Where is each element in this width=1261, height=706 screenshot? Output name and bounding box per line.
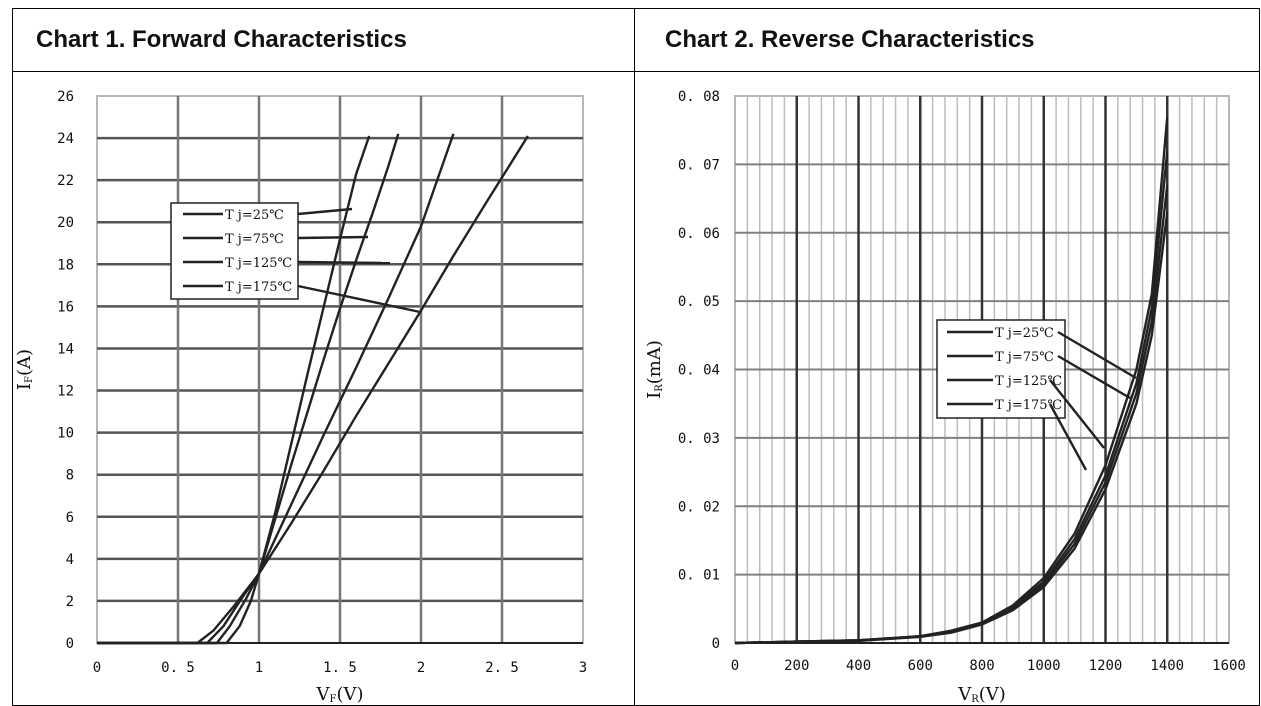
chart1-legend: T j=25℃ T j=75℃ T j=125℃ T j=175℃	[170, 202, 421, 314]
y-tick-label: 20	[57, 215, 74, 231]
chart1-title: Chart 1. Forward Characteristics	[36, 26, 407, 53]
x-tick-label: 1000	[1027, 658, 1061, 674]
x-tick-label: 400	[846, 658, 871, 674]
legend-label: T j=25℃	[995, 326, 1054, 341]
legend-label: T j=75℃	[995, 350, 1054, 365]
series-line-4	[97, 135, 529, 645]
series-line-1	[97, 135, 371, 645]
y-tick-label: 22	[57, 173, 74, 189]
series-line-4	[734, 212, 1169, 645]
y-axis-label: IR(mA)	[644, 340, 665, 399]
panel-divider	[634, 8, 635, 706]
legend-label: T j=125℃	[995, 374, 1062, 389]
legend-box	[170, 202, 299, 300]
header-divider	[12, 71, 1260, 72]
legend-leader-line	[297, 235, 369, 240]
chart2-legend: T j=25℃ T j=75℃ T j=125℃ T j=175℃	[936, 319, 1137, 471]
y-tick-label: 0. 03	[678, 431, 720, 447]
legend-label: T j=175℃	[995, 398, 1062, 413]
x-tick-label: 0	[731, 658, 739, 674]
x-tick-label: 0	[93, 660, 101, 676]
x-tick-label: 600	[908, 658, 933, 674]
y-tick-label: 0. 01	[678, 568, 720, 584]
x-tick-label: 1	[255, 660, 263, 676]
y-tick-label: 0. 05	[678, 294, 720, 310]
chart2: 0 0. 01 0. 02 0. 03 0. 04 0. 05 0. 06 0. 07 0. 0…	[644, 89, 1246, 705]
x-tick-label: 1. 5	[323, 660, 357, 676]
legend-label: T j=25℃	[225, 208, 284, 223]
y-tick-label: 0	[66, 636, 74, 652]
x-tick-label: 800	[969, 658, 994, 674]
legend-leader-line	[297, 207, 353, 216]
y-tick-label: 0. 08	[678, 89, 720, 105]
legend-label: T j=125℃	[225, 256, 292, 271]
legend-leader-line	[297, 284, 421, 314]
x-tick-label: 0. 5	[161, 660, 195, 676]
x-tick-label: 2	[417, 660, 425, 676]
y-tick-label: 4	[66, 552, 74, 568]
y-tick-label: 6	[66, 510, 74, 526]
y-tick-label: 0. 06	[678, 226, 720, 242]
y-tick-label: 0. 04	[678, 363, 720, 379]
y-tick-label: 10	[57, 426, 74, 442]
y-tick-label: 2	[66, 594, 74, 610]
series-line-2	[97, 133, 400, 645]
y-tick-label: 26	[57, 89, 74, 105]
x-tick-label: 3	[579, 660, 587, 676]
x-tick-label: 1200	[1089, 658, 1123, 674]
y-tick-label: 12	[57, 384, 74, 400]
y-tick-label: 14	[57, 341, 74, 357]
y-tick-label: 0	[712, 636, 720, 652]
legend-label: T j=175℃	[225, 280, 292, 295]
legend-leader-line	[1049, 379, 1105, 449]
legend-leader-line	[1057, 354, 1131, 400]
legend-leader-line	[1057, 330, 1137, 380]
x-tick-label: 2. 5	[485, 660, 519, 676]
legend-leader-line	[297, 260, 391, 265]
y-axis-label: IF(A)	[14, 349, 35, 390]
chart2-title: Chart 2. Reverse Characteristics	[665, 26, 1035, 53]
y-tick-label: 0. 02	[678, 499, 720, 515]
y-tick-label: 24	[57, 131, 74, 147]
x-axis-label: VR(V)	[957, 684, 1006, 705]
legend-box	[936, 319, 1066, 419]
y-tick-label: 0. 07	[678, 157, 720, 173]
legend-leader-line	[1048, 403, 1088, 471]
x-axis-label: VF(V)	[316, 684, 364, 705]
x-tick-label: 200	[784, 658, 809, 674]
y-tick-label: 8	[66, 468, 74, 484]
y-tick-label: 18	[57, 257, 74, 273]
x-tick-label: 1400	[1150, 658, 1184, 674]
series-line-3	[97, 133, 455, 645]
x-tick-label: 1600	[1212, 658, 1246, 674]
y-tick-label: 16	[57, 299, 74, 315]
legend-label: T j=75℃	[225, 232, 284, 247]
